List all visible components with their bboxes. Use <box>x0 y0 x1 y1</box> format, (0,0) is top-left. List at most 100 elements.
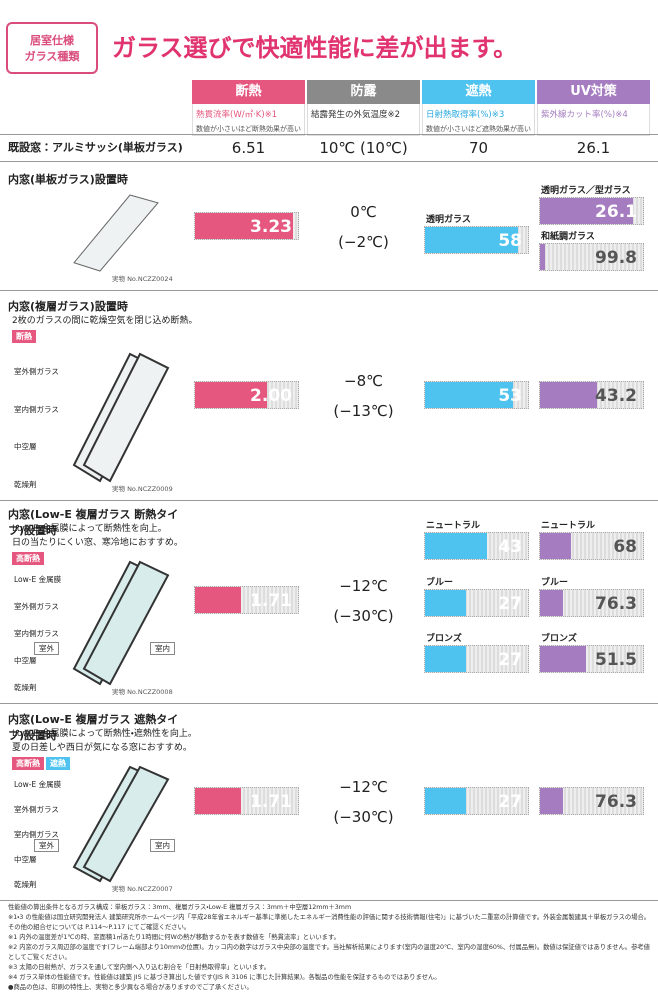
entry-label: ニュートラル <box>426 521 481 531</box>
bar-value: 2.00 <box>250 385 292 406</box>
bar-value: 53 <box>498 385 522 406</box>
value-bar: 27 <box>424 588 529 617</box>
column-note: 数値が小さいほど断熱効果が高い <box>196 125 301 133</box>
footnote: ※4 ガラス単体の性能値です。性能値は建築 JIS に基づき算出した値です(JI… <box>8 974 441 981</box>
column-name: 遮熱 <box>422 80 535 104</box>
room-label: 室内 <box>150 642 175 655</box>
row-tag: 断熱 <box>12 330 36 343</box>
bar-value: 58 <box>498 231 522 251</box>
value-bar: 53 <box>424 380 529 409</box>
bar-fill <box>540 244 546 270</box>
room-label: 室外 <box>34 642 59 655</box>
column-sub: 日射熱取得率(%)※3 数値が小さいほど遮熱効果が高い <box>422 104 535 136</box>
product-code: 実物 No.NCZZ0024 <box>112 275 173 283</box>
bar-fill <box>425 227 518 253</box>
bar-fill <box>195 213 293 239</box>
bar-fill <box>195 587 242 613</box>
bar-value: 43 <box>498 537 522 557</box>
value-bar: 1.71 <box>194 787 299 815</box>
rule <box>0 161 658 162</box>
bar-value: 27 <box>498 593 522 614</box>
glass-label: 室内側ガラス <box>14 629 59 638</box>
glass-label: 室内側ガラス <box>14 404 59 414</box>
condensation: −12℃ <box>339 778 388 796</box>
value-bar: 43 <box>424 532 529 560</box>
value-bar: 58 <box>424 226 529 254</box>
entry-label: 和紙調ガラス <box>541 232 595 242</box>
footnote: 性能値の算出条件となるガラス構成：単板ガラス：3mm、複層ガラス・Low-E 複… <box>8 904 352 911</box>
row-title: 内窓(単板ガラス)設置時 <box>8 173 128 186</box>
badge: 居室仕様 ガラス種類 <box>6 22 98 74</box>
baseline-value: 6.51 <box>231 139 266 157</box>
bar-fill <box>540 533 571 559</box>
entry-label: 透明ガラス <box>426 215 471 225</box>
column-sub: 紫外線カット率(%)※4 <box>537 104 650 136</box>
condensation: −8℃ <box>344 371 383 390</box>
row-desc: 2枚のガラスの間に乾燥空気を閉じ込め断熱。 <box>12 316 198 326</box>
condensation: 0℃ <box>350 203 377 221</box>
entry-label: 透明ガラス／型ガラス <box>541 186 631 196</box>
bar-value: 76.3 <box>595 792 637 812</box>
glass-label: 室外側ガラス <box>14 367 59 376</box>
row-title: 内窓(Low-E 複層ガラス 断熱タイプ)設置時 <box>8 508 179 537</box>
bar-fill <box>425 533 487 559</box>
glass-label: 中空層 <box>14 656 37 665</box>
value-bar: 3.23 <box>194 212 299 240</box>
bar-value: 76.3 <box>595 593 637 614</box>
value-bar: 27 <box>424 787 529 815</box>
entry-label: ブルー <box>541 577 569 588</box>
bar-value: 68 <box>613 537 637 557</box>
footnote: ※3 太陽の日射熱が、ガラスを通して室内側へ入り込む割合を「日射熱取得率」といい… <box>8 964 271 971</box>
bar-value: 43.2 <box>595 385 637 406</box>
bar-fill <box>540 646 587 673</box>
bar-value: 51.5 <box>595 650 637 671</box>
value-bar: 26.1 <box>539 197 644 225</box>
title: ガラス選びで快適性能に差が出ます。 <box>112 34 518 62</box>
column-sub: 熱貫流率(W/㎡·K)※1 数値が小さいほど断熱効果が高い <box>192 104 305 136</box>
bar-fill <box>540 198 633 224</box>
value-bar: 68 <box>539 532 644 560</box>
footnote: ※1 内外の温度差が1℃の時、窓面積1㎡あたり1時間に何Wの熱が移動するかを表す… <box>8 934 340 941</box>
rule <box>0 500 658 501</box>
row-desc: Low-E 金属膜によって断熱性・遮熱性を向上。 <box>12 729 197 739</box>
bar-value: 3.23 <box>250 217 292 237</box>
bar-fill <box>195 381 268 408</box>
bar-value: 27 <box>498 650 522 671</box>
glass-label: 中空層 <box>14 442 37 452</box>
row-desc: 夏の日差しや西日が気になる窓におすすめ。 <box>12 743 192 753</box>
product-code: 実物 No.NCZZ0009 <box>112 485 173 493</box>
room-label: 室外 <box>34 839 59 852</box>
bar-value: 26.1 <box>595 202 637 222</box>
bar-value: 1.71 <box>250 792 292 812</box>
badge-line: 居室仕様 <box>30 34 74 47</box>
glass-label: 乾燥剤 <box>14 880 37 889</box>
glass-label: Low-E 金属膜 <box>14 780 62 789</box>
bar-value: 99.8 <box>595 248 637 268</box>
value-bar: 2.00 <box>194 380 299 409</box>
glass-illustration <box>72 352 170 483</box>
entry-label: ニュートラル <box>541 521 596 531</box>
condensation: −12℃ <box>339 577 388 595</box>
value-bar: 76.3 <box>539 787 644 815</box>
room-label: 室内 <box>150 839 175 852</box>
bar-fill <box>540 589 563 616</box>
column-name: 防露 <box>307 80 420 104</box>
condensation: (−2℃) <box>338 233 389 251</box>
bar-fill <box>425 788 467 814</box>
column-note: 数値が小さいほど遮熱効果が高い <box>426 125 531 133</box>
bar-fill <box>540 788 563 814</box>
glass-illustration <box>72 560 170 686</box>
entry-label: ブロンズ <box>426 634 462 645</box>
condensation: (−30℃) <box>333 808 394 826</box>
entry-label: ブロンズ <box>541 634 577 645</box>
footnote: ●商品の色は、印刷の特性上、実物と多少異なる場合がありますのでご了承ください。 <box>8 984 253 991</box>
row-title: 内窓(複層ガラス)設置時 <box>8 300 128 313</box>
row-tag: 高断熱 <box>12 552 44 565</box>
footnote: ※1・3 の性能値は国立研究開発法人 建築研究所ホームページ内「平成28年省エネ… <box>8 914 651 931</box>
value-bar: 43.2 <box>539 380 644 409</box>
baseline-value: 26.1 <box>576 139 611 157</box>
row-tag: 遮熱 <box>46 757 70 770</box>
row-tag: 高断熱 <box>12 757 44 770</box>
